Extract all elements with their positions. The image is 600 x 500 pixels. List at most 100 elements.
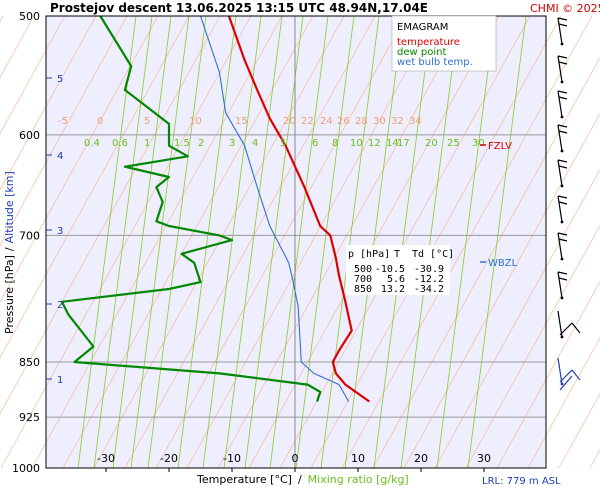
- dry-adiabat-label: 15: [235, 116, 248, 127]
- mixing-ratio-line: [400, 15, 460, 469]
- altitude-tick-2: 2: [57, 300, 63, 311]
- legend-temperature: temperature: [397, 37, 460, 48]
- wind-barb: [557, 124, 568, 153]
- series-temperature: [227, 15, 370, 403]
- dry-adiabat-line: [31, 15, 283, 469]
- dry-adiabat-line: [186, 15, 438, 469]
- dry-adiabat-label: 32: [391, 116, 404, 127]
- dry-adiabat-line: [279, 15, 531, 469]
- mixing-ratio-line: [93, 15, 153, 469]
- mixing-ratio-line: [112, 15, 172, 469]
- mixing-ratio-label: 25: [447, 138, 460, 149]
- dry-adiabat-label: -5: [58, 116, 68, 127]
- dry-adiabat-line: [155, 15, 407, 469]
- mixing-ratio-line: [373, 15, 433, 469]
- dry-adiabat-line: [403, 113, 600, 469]
- mixing-ratio-label: 1: [144, 138, 150, 149]
- wind-barb: [557, 232, 568, 261]
- plot-frame: [45, 15, 547, 469]
- dry-adiabat-line: [124, 15, 376, 469]
- ylabel-altitude: Altitude [km]: [3, 171, 16, 243]
- dry-adiabat-line: [0, 15, 221, 415]
- xlabel-mixing-ratio: Mixing ratio [g/kg]: [308, 473, 409, 486]
- mixing-ratio-label: 14: [386, 138, 399, 149]
- mixing-ratio-line: [147, 15, 207, 469]
- legend-box: EMAGRAM temperature dew point wet bulb t…: [391, 15, 497, 72]
- mixing-ratio-line: [130, 15, 190, 469]
- x-axis-label: Temperature [°C] / Mixing ratio [g/kg]: [196, 473, 409, 486]
- table-cell: 850: [354, 284, 372, 295]
- altitude-ticks: 1 2 3 4 5: [46, 74, 63, 386]
- temp-tick-30: 30: [477, 452, 491, 465]
- table-header-td: Td [°C]: [412, 249, 454, 260]
- table-cell: 500: [354, 264, 372, 275]
- dry-adiabat-label: 24: [320, 116, 333, 127]
- wind-barb: [557, 55, 568, 84]
- dry-adiabat-label: 22: [301, 116, 314, 127]
- wind-barb: [557, 195, 568, 224]
- dry-adiabat-line: [0, 15, 66, 135]
- legend-wetbulb: wet bulb temp.: [397, 57, 473, 68]
- dry-adiabat-label: 28: [355, 116, 368, 127]
- mixing-ratio-label: 3: [229, 138, 235, 149]
- mixing-ratio-label: 12: [368, 138, 381, 149]
- wind-barb: [557, 90, 568, 119]
- table-header-p: p [hPa]: [348, 249, 390, 260]
- altitude-tick-4: 4: [57, 151, 63, 162]
- dry-adiabat-line: [62, 15, 314, 469]
- wind-barb: [557, 271, 568, 300]
- plot-area: [46, 16, 546, 468]
- dry-adiabat-line: [0, 15, 190, 359]
- mixing-ratio-lines: [77, 15, 527, 469]
- mixing-ratio-line: [244, 15, 304, 469]
- dry-adiabats: [0, 15, 600, 469]
- mixing-ratio-label: 17: [397, 138, 410, 149]
- mixing-ratio-line: [467, 15, 527, 469]
- wbzl-marker: WBZL: [480, 258, 518, 269]
- mixing-ratio-label: 5: [280, 138, 286, 149]
- pressure-tick-1000: 1000: [12, 462, 40, 475]
- dry-adiabat-label: 34: [409, 116, 422, 127]
- fzlv-marker: FZLV: [480, 141, 512, 152]
- dry-adiabat-line: [372, 56, 600, 469]
- ylabel-pressure: Pressure [hPa]: [3, 255, 16, 334]
- wind-barb: [557, 357, 581, 391]
- dry-adiabat-label: 20: [283, 116, 296, 127]
- table-cell: -10.5: [375, 264, 405, 275]
- altitude-tick-1: 1: [57, 375, 63, 386]
- temp-tick--30: -30: [97, 452, 115, 465]
- temp-tick--10: -10: [223, 452, 241, 465]
- dry-adiabat-label: 10: [189, 116, 202, 127]
- chart-title: Prostejov descent 13.06.2025 13:15 UTC 4…: [50, 1, 428, 15]
- xlabel-temperature: Temperature [°C]: [196, 473, 292, 486]
- series-layer: [60, 15, 370, 403]
- pressure-ticks: 500 600 700 850 925 1000: [12, 10, 40, 475]
- legend-title: EMAGRAM: [397, 22, 448, 33]
- dry-adiabat-label: 0: [97, 116, 103, 127]
- pressure-tick-925: 925: [19, 411, 40, 424]
- dry-adiabat-line: [93, 15, 345, 469]
- mixing-ratio-label: 20: [425, 138, 438, 149]
- svg-text:Pressure [hPa]/Altitude [km]: Pressure [hPa]/Altitude [km]: [3, 171, 16, 334]
- dry-adiabat-line: [0, 15, 159, 303]
- dry-adiabat-line: [465, 225, 600, 469]
- dry-adiabat-line: [0, 15, 97, 191]
- mixing-ratio-label: 8: [332, 138, 338, 149]
- dry-adiabat-line: [310, 15, 562, 469]
- temp-tick-0: 0: [292, 452, 299, 465]
- wind-barb: [557, 159, 568, 188]
- mixing-ratio-line: [436, 15, 496, 469]
- table-header-t: T: [394, 249, 400, 260]
- dry-adiabat-line: [0, 15, 128, 247]
- series-wet-bulb-temp: [199, 15, 350, 402]
- temperature-ticks: -30 -20 -10 0 10 20 30: [97, 452, 491, 472]
- dry-adiabat-labels: -5 0 5 10 15 20 22 24 26 28 30 32 34: [58, 116, 422, 127]
- mixing-ratio-label: 30: [472, 138, 485, 149]
- table-cell: 13.2: [381, 284, 405, 295]
- wbzl-label: WBZL: [488, 258, 518, 269]
- temp-tick-10: 10: [351, 452, 365, 465]
- pressure-tick-600: 600: [19, 129, 40, 142]
- mixing-ratio-line: [269, 15, 329, 469]
